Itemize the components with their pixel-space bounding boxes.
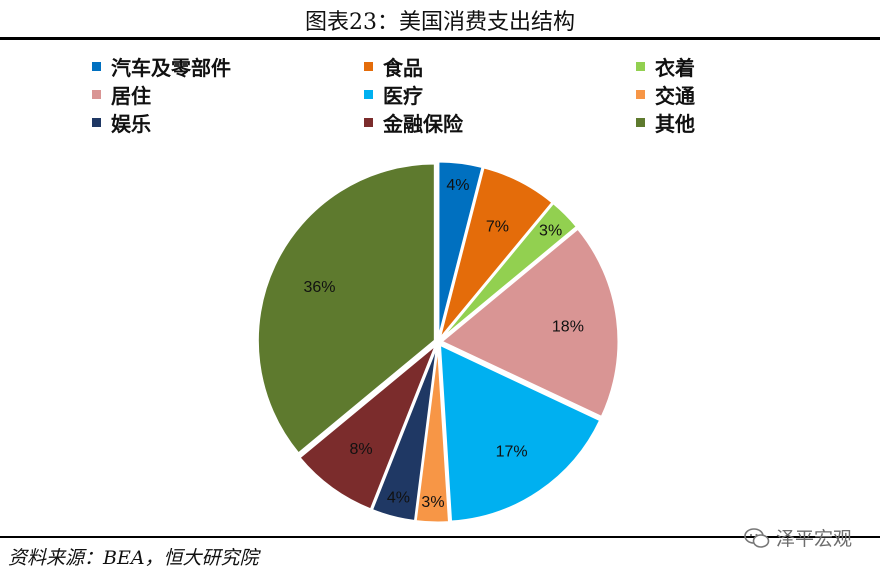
- chart-title: 图表23：美国消费支出结构: [305, 10, 575, 35]
- title-divider: [0, 37, 880, 40]
- pie-slice: [438, 343, 602, 523]
- legend-swatch: [364, 89, 373, 99]
- slice-data-label: 36%: [304, 279, 336, 296]
- legend-item: 汽车及零部件: [92, 52, 364, 80]
- chart-legend: 汽车及零部件 食品 衣着居住 医疗 交通娱乐 金融保险 其他: [92, 52, 852, 136]
- wechat-icon: [744, 527, 770, 548]
- legend-label: 医疗: [383, 83, 423, 108]
- pie-slice: [438, 166, 554, 340]
- footer-divider: [0, 536, 880, 538]
- slice-data-label: 3%: [539, 222, 562, 239]
- source-note: 资料来源：BEA，恒大研究院: [8, 547, 259, 569]
- legend-swatch: [92, 61, 101, 71]
- pie-slice: [298, 344, 437, 511]
- watermark-text: 泽平宏观: [775, 528, 852, 550]
- legend-swatch: [636, 89, 645, 99]
- slice-data-label: 4%: [387, 489, 410, 506]
- legend-label: 其他: [655, 111, 695, 136]
- legend-item: 交通: [636, 80, 852, 108]
- legend-item: 医疗: [364, 80, 636, 108]
- legend-swatch: [92, 89, 101, 99]
- pie-slice: [439, 201, 579, 341]
- legend-item: 衣着: [636, 52, 852, 80]
- legend-label: 娱乐: [111, 111, 151, 136]
- legend-item: 食品: [364, 52, 636, 80]
- legend-label: 衣着: [655, 55, 695, 80]
- legend-item: 娱乐: [92, 108, 364, 136]
- legend-label: 居住: [111, 83, 151, 108]
- legend-label: 交通: [655, 83, 695, 108]
- pie-slice: [256, 162, 436, 455]
- legend-swatch: [92, 117, 101, 127]
- legend-swatch: [636, 61, 645, 71]
- slice-data-label: 18%: [552, 319, 584, 336]
- legend-item: 居住: [92, 80, 364, 108]
- legend-label: 食品: [383, 55, 423, 80]
- legend-item: 金融保险: [364, 108, 636, 136]
- slice-data-label: 17%: [496, 443, 528, 460]
- slice-data-label: 8%: [349, 441, 372, 458]
- legend-swatch: [364, 117, 373, 127]
- slice-data-label: 4%: [446, 177, 469, 194]
- watermark: 泽平宏观: [744, 524, 852, 551]
- pie-slice: [439, 227, 620, 419]
- pie-slice: [437, 160, 484, 339]
- slice-data-label: 3%: [421, 494, 444, 511]
- legend-swatch: [364, 61, 373, 71]
- pie-slice: [370, 345, 439, 523]
- legend-label: 金融保险: [383, 111, 463, 136]
- slice-data-label: 7%: [486, 218, 509, 235]
- legend-item: 其他: [636, 108, 852, 136]
- legend-label: 汽车及零部件: [111, 55, 231, 80]
- legend-swatch: [636, 117, 645, 127]
